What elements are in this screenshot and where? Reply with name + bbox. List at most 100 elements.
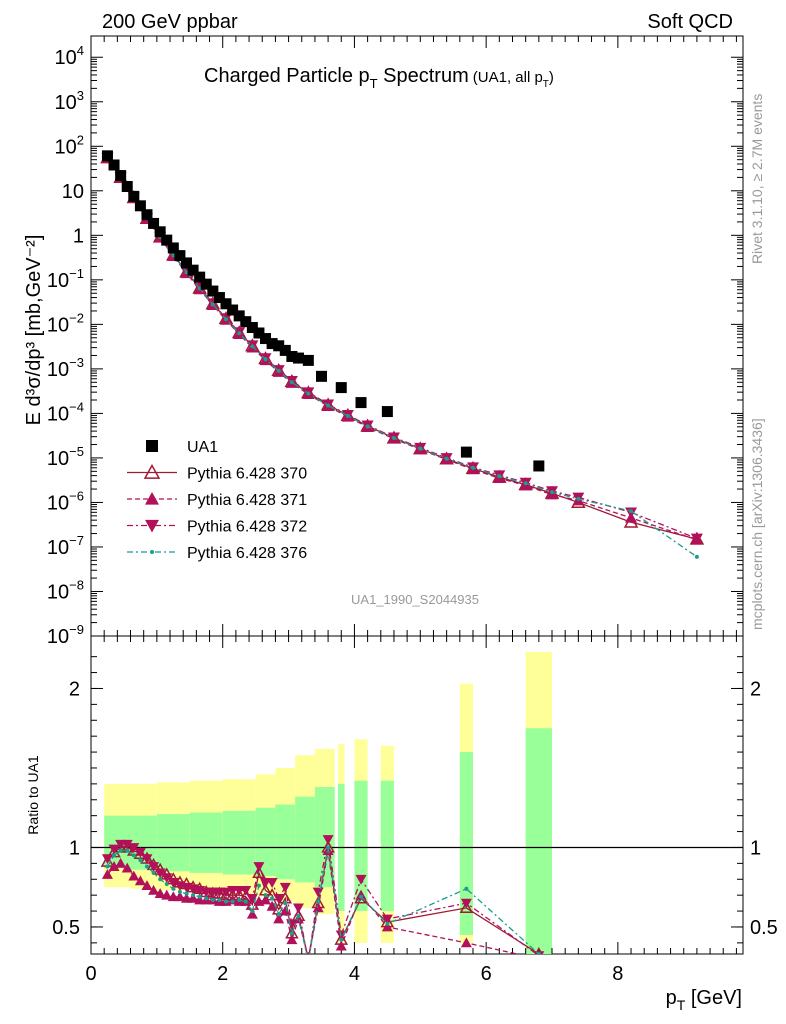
mc-point	[237, 897, 242, 902]
mc-point	[365, 424, 370, 429]
data-point	[148, 217, 160, 229]
mc-point	[240, 886, 252, 896]
mc-point	[312, 887, 324, 898]
mc-point	[385, 921, 390, 926]
data-point	[220, 298, 232, 310]
mc-point	[266, 878, 278, 888]
main-series-line	[106, 157, 698, 541]
mc-point	[296, 913, 301, 918]
mc-point	[105, 864, 110, 869]
ratio-series-4	[105, 845, 541, 954]
ratio-band-inner	[380, 780, 394, 912]
mc-point	[289, 380, 294, 385]
mc-point	[164, 882, 169, 887]
ratio-uncertainty-bands	[104, 651, 553, 954]
mc-point	[191, 893, 196, 898]
mc-point	[154, 888, 166, 898]
main-y-tick-label: 10−2	[47, 310, 84, 336]
mc-point	[144, 864, 149, 869]
mc-point	[550, 490, 555, 495]
mc-point	[141, 880, 153, 891]
rivet-label: Rivet 3.1.10, ≥ 2.7M events	[749, 94, 765, 264]
mc-point	[171, 253, 176, 258]
ratio-y-label: Ratio to UA1	[25, 755, 41, 835]
main-y-tick-label: 10−8	[47, 577, 84, 603]
mc-point	[145, 492, 159, 505]
data-point	[279, 344, 291, 356]
legend-entry: Pythia 6.428 371	[127, 492, 307, 509]
data-point	[253, 327, 265, 339]
mc-point	[101, 854, 113, 865]
legend-entry: Pythia 6.428 376	[127, 545, 307, 562]
mc-point	[306, 391, 311, 396]
mc-point	[246, 908, 258, 919]
mc-point	[629, 509, 634, 514]
ratio-band-inner	[275, 804, 296, 880]
data-point	[174, 250, 186, 262]
mc-point	[125, 848, 130, 853]
mc-point	[326, 403, 331, 408]
mc-point	[187, 892, 199, 903]
data-point	[213, 292, 225, 304]
mc-point	[220, 887, 232, 898]
data-point	[246, 322, 258, 334]
mc-point	[470, 465, 475, 470]
mc-point	[224, 899, 229, 904]
mc-point	[112, 853, 117, 858]
main-series-3	[101, 152, 703, 545]
x-tick-label: 4	[349, 963, 360, 985]
data-point	[316, 370, 328, 382]
ratio-band-inner	[156, 814, 190, 872]
main-series-2	[101, 152, 703, 545]
mc-point	[322, 835, 334, 846]
mc-point	[134, 847, 146, 858]
ratio-band-inner	[189, 812, 223, 873]
mc-point	[161, 889, 173, 900]
mc-point	[131, 853, 136, 858]
ratio-y-tick-label: 1	[69, 837, 80, 859]
x-axis-label: pT [GeV]	[666, 987, 742, 1013]
ua1-data	[101, 150, 545, 472]
mc-point	[263, 357, 268, 362]
chart-title: Charged Particle pT Spectrum (UA1, all pT…	[204, 65, 554, 91]
mc-point	[158, 877, 163, 882]
mc-point	[148, 862, 160, 873]
data-point	[273, 340, 285, 352]
main-y-tick-label: 102	[55, 132, 84, 158]
data-point	[233, 310, 245, 322]
main-y-label: E d³σ/dp³ [mb,GeV⁻²]	[23, 235, 45, 426]
mc-point	[227, 894, 239, 905]
main-series-1	[100, 150, 705, 545]
mc-point	[148, 884, 160, 895]
mc-point	[101, 869, 113, 879]
main-y-tick-label: 10−7	[47, 533, 84, 559]
legend-entry: Pythia 6.428 370	[127, 463, 307, 483]
mc-point	[464, 886, 469, 891]
mc-point	[141, 854, 153, 865]
ratio-y-tick-label-right: 0.5	[750, 917, 778, 939]
mc-point	[307, 951, 310, 954]
mc-point	[292, 903, 304, 914]
main-y-tick-label: 10	[62, 181, 84, 203]
mc-point	[115, 857, 127, 868]
main-y-tick-label: 1	[73, 225, 84, 247]
data-point	[381, 406, 393, 418]
mc-point	[204, 896, 209, 901]
data-point	[302, 354, 314, 366]
mc-point	[459, 900, 474, 914]
mc-point	[184, 270, 189, 275]
header-right: Soft QCD	[647, 11, 733, 33]
mc-point	[576, 496, 581, 501]
mc-point	[184, 891, 189, 896]
mc-point	[355, 874, 367, 885]
data-point	[355, 397, 367, 409]
ratio-band-inner	[255, 807, 276, 877]
mc-point	[279, 905, 291, 916]
mc-point	[174, 891, 186, 902]
mc-point	[256, 883, 261, 888]
main-series	[100, 150, 705, 559]
ratio-band-inner	[222, 810, 256, 875]
main-y-tick-label: 10−4	[47, 399, 84, 425]
mc-point	[128, 870, 140, 881]
mc-point	[210, 302, 215, 307]
